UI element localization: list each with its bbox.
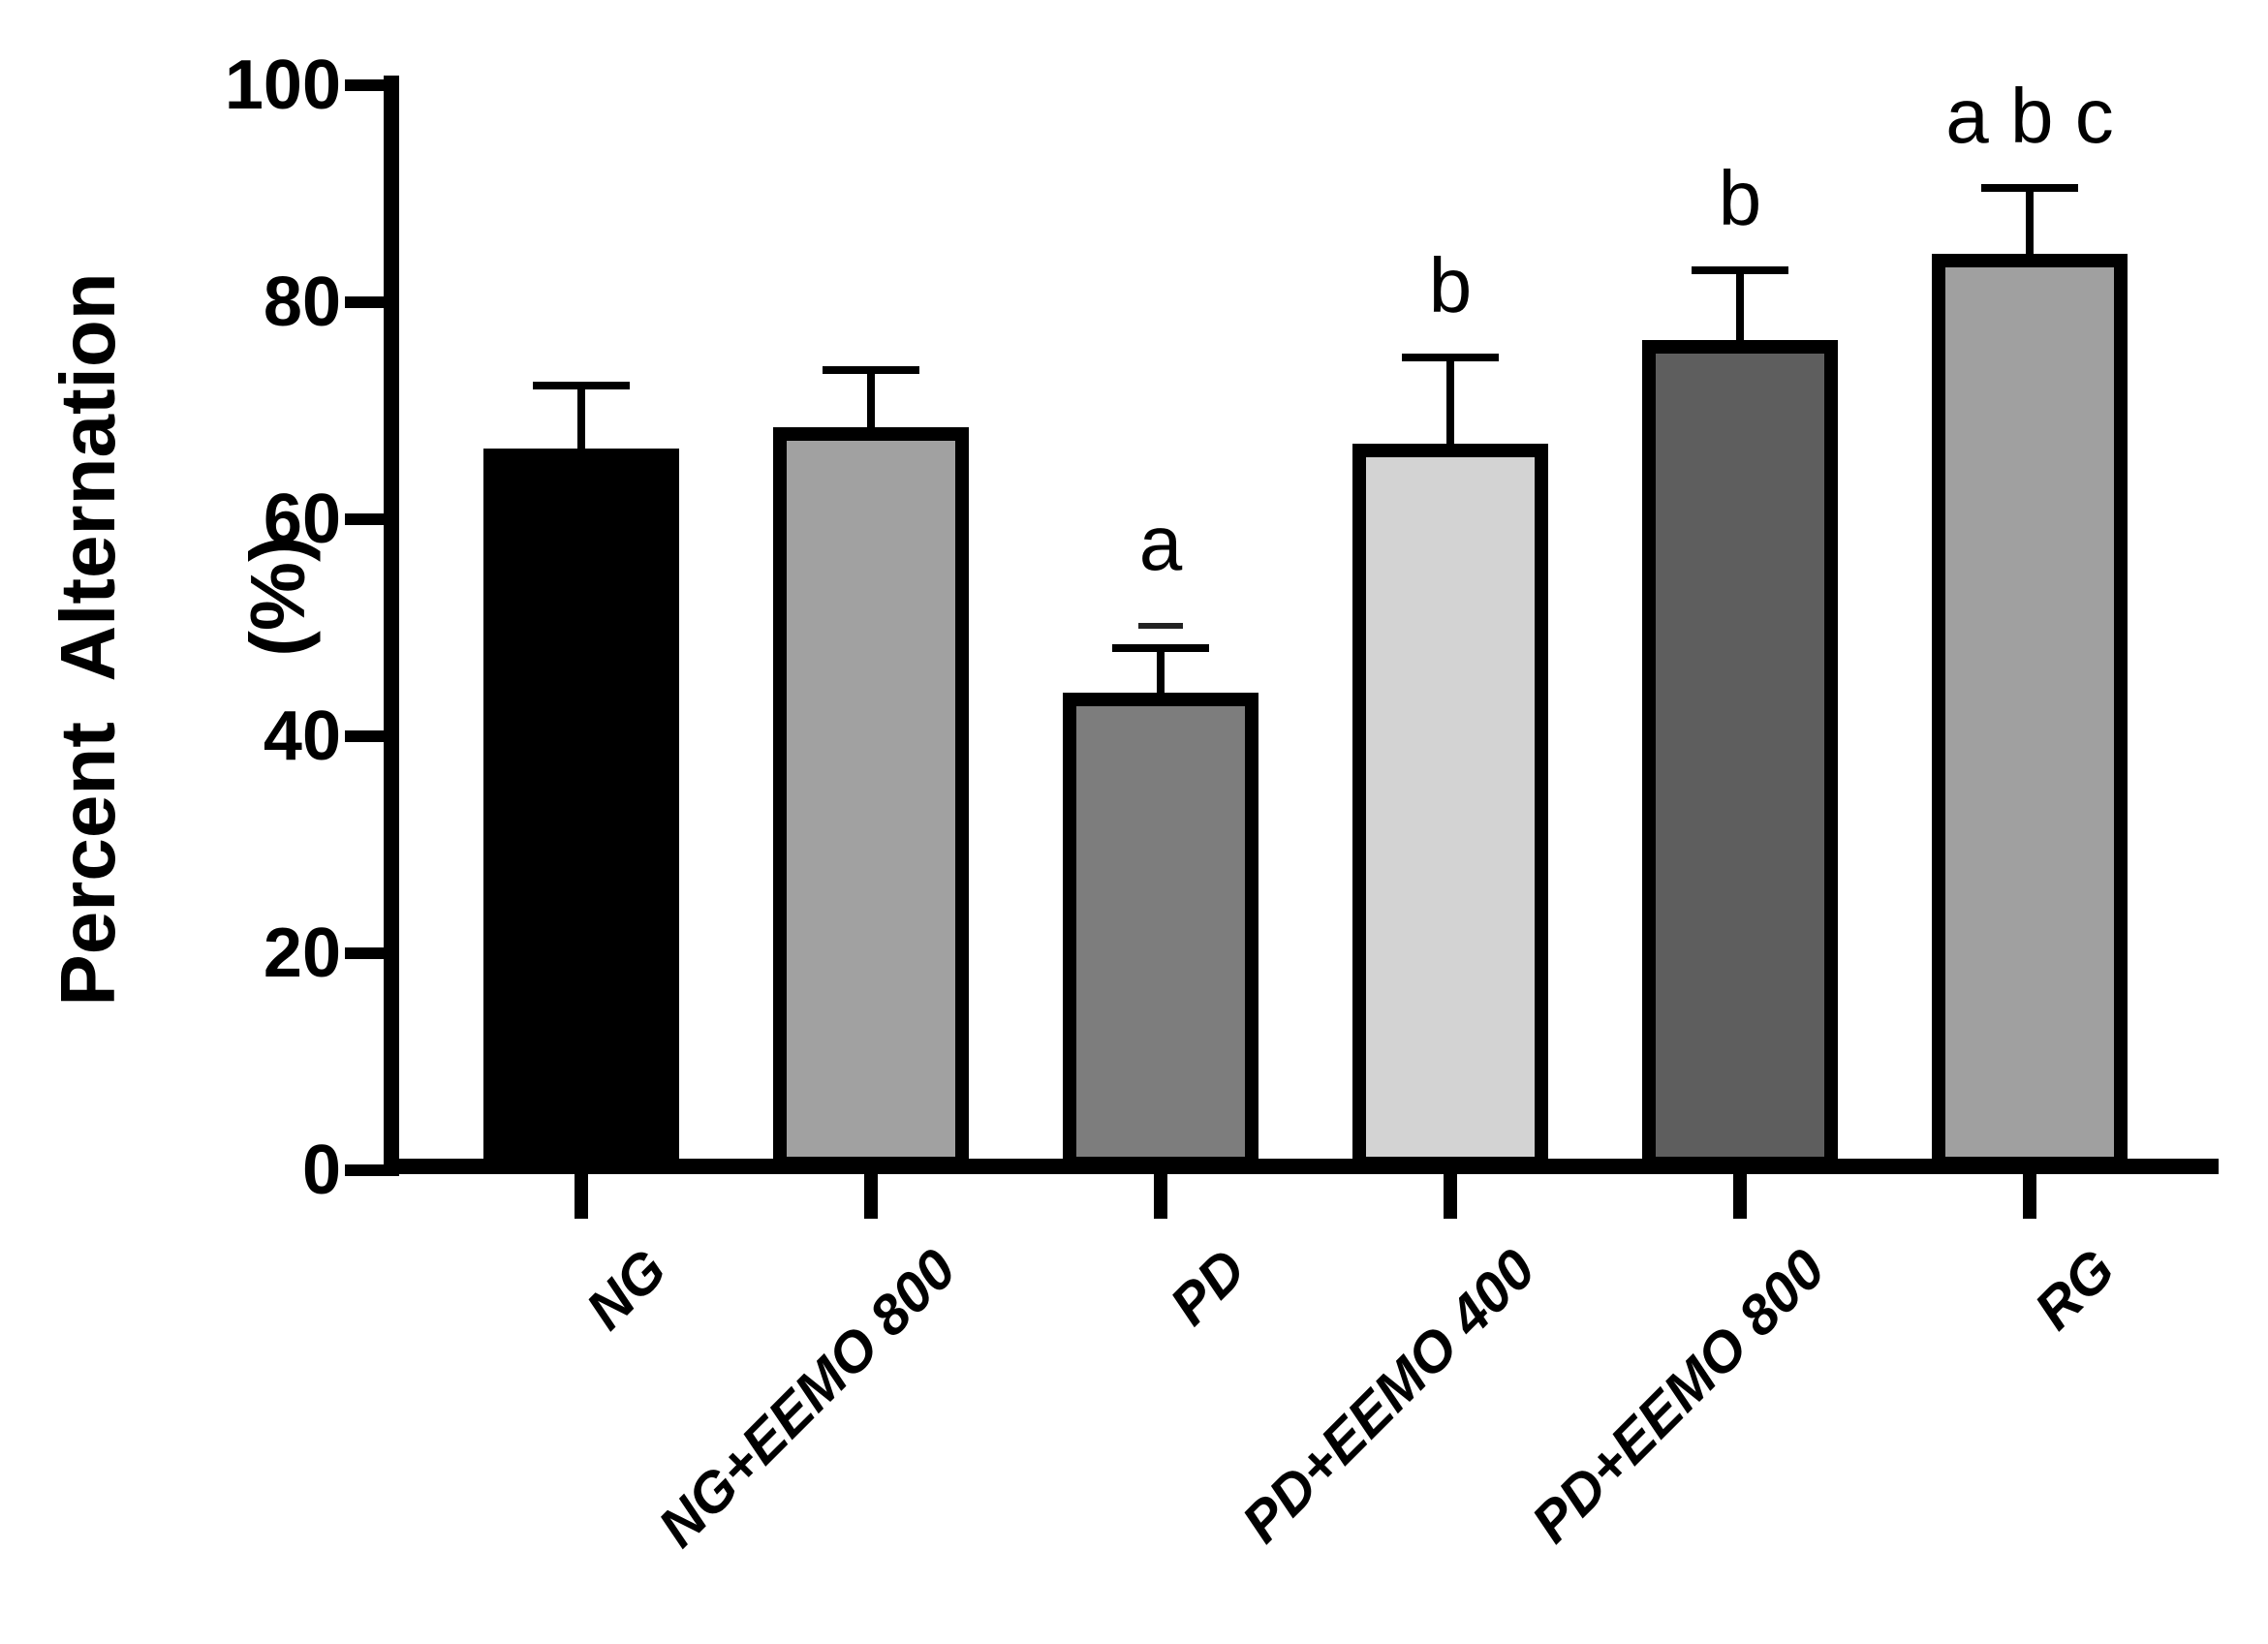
x-axis-tick — [1733, 1174, 1747, 1219]
y-axis-tick — [345, 1164, 388, 1176]
y-axis-tick — [345, 730, 388, 742]
x-axis-tick — [1154, 1174, 1167, 1219]
x-axis-tick — [575, 1174, 588, 1219]
bar-pd — [1063, 693, 1258, 1170]
bar-ng-eemo-800 — [773, 426, 969, 1170]
error-bar-line — [577, 385, 585, 457]
x-axis-tick — [2023, 1174, 2036, 1219]
y-axis-title: Percent Alternation (%) — [41, 78, 321, 1201]
y-axis-tick — [345, 79, 388, 91]
bar-rg — [1932, 253, 2128, 1170]
error-bar-cap — [1981, 183, 2078, 192]
error-bar-cap — [1692, 266, 1788, 275]
error-bar-line — [1157, 647, 1165, 701]
error-bar-line — [867, 370, 875, 435]
significance-label: b — [1718, 155, 1762, 242]
error-bar-line — [1446, 357, 1454, 451]
y-axis-tick-label: 40 — [263, 698, 341, 775]
bar-pd-eemo-400 — [1352, 443, 1548, 1170]
error-bar-line — [1736, 270, 1744, 349]
dash-mark — [1138, 622, 1183, 629]
significance-label: a — [1138, 499, 1183, 586]
x-axis-tick — [1444, 1174, 1457, 1219]
x-axis-tick — [864, 1174, 878, 1219]
y-axis-tick — [345, 296, 388, 308]
y-axis-tick-label: 20 — [263, 915, 341, 992]
error-bar-cap — [1402, 353, 1499, 361]
error-bar-cap — [533, 381, 630, 389]
y-axis-line — [384, 76, 399, 1176]
y-axis-tick — [345, 947, 388, 959]
y-axis-tick-label: 100 — [224, 47, 341, 124]
y-axis-tick — [345, 513, 388, 525]
y-axis-tick-label: 80 — [263, 264, 341, 341]
y-axis-title-line1: Percent Alternation — [45, 272, 131, 1007]
bar-pd-eemo-800 — [1642, 340, 1838, 1170]
y-axis-tick-label: 0 — [301, 1132, 341, 1209]
error-bar-cap — [823, 366, 919, 375]
bar-ng — [483, 449, 679, 1170]
significance-label: a b c — [1945, 72, 2114, 159]
significance-label: b — [1428, 241, 1473, 328]
error-bar-cap — [1112, 643, 1209, 652]
error-bar-line — [2026, 187, 2034, 262]
y-axis-tick-label: 60 — [263, 481, 341, 558]
